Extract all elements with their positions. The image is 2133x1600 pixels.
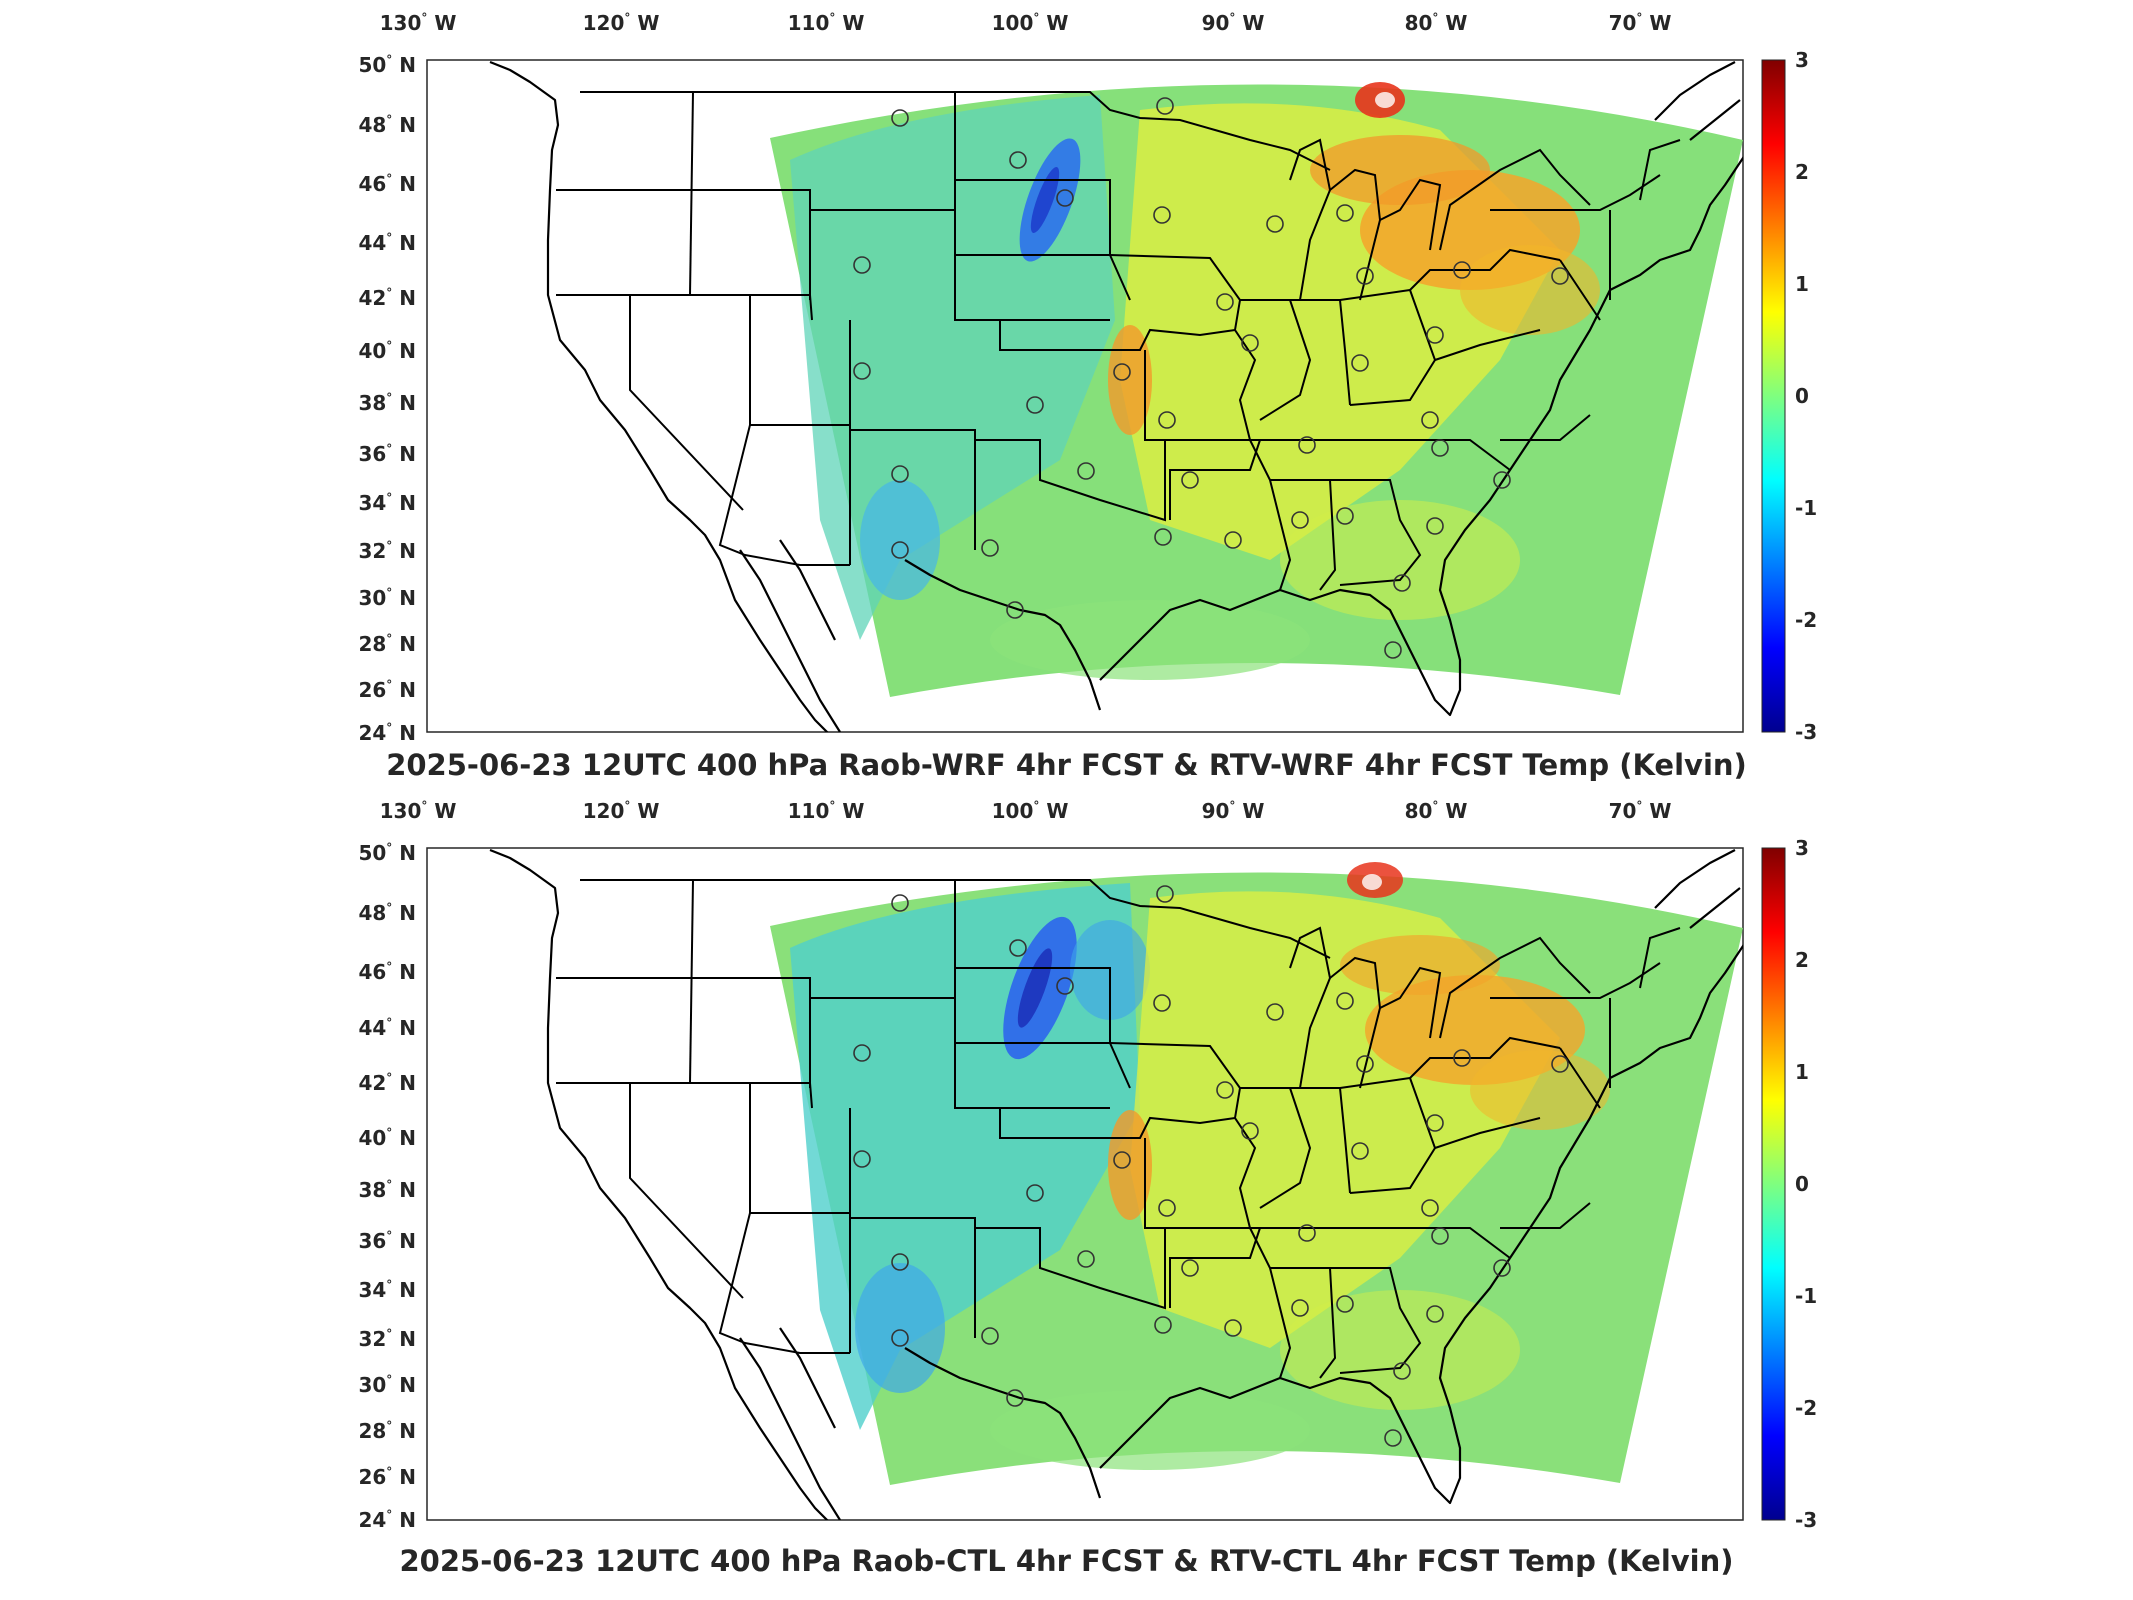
colorbar-tick: 0 <box>1795 1172 1809 1196</box>
colorbar-tick: -2 <box>1795 608 1817 632</box>
lat-label: 48° N <box>358 901 416 925</box>
lat-label: 46° N <box>358 172 416 196</box>
colorbar-tick: 2 <box>1795 160 1809 184</box>
colorbar-tick: 0 <box>1795 384 1809 408</box>
raob-stations <box>853 97 1569 659</box>
lat-label: 42° N <box>358 286 416 310</box>
latitude-labels: 50° N 48° N 46° N 44° N 42° N 40° N 38° … <box>358 841 416 1532</box>
colorbar-ticks: 3 2 1 0 -1 -2 -3 <box>1795 48 1817 744</box>
lat-label: 36° N <box>358 442 416 466</box>
lat-label: 42° N <box>358 1071 416 1095</box>
lat-label: 26° N <box>358 678 416 702</box>
lat-label: 36° N <box>358 1229 416 1253</box>
lat-label: 24° N <box>358 1508 416 1532</box>
lat-label: 28° N <box>358 1419 416 1443</box>
colorbar-tick: 1 <box>1795 272 1809 296</box>
longitude-labels: 130° W 120° W 110° W 100° W 90° W 80° W … <box>380 799 1672 823</box>
panel-title: 2025-06-23 12UTC 400 hPa Raob-CTL 4hr FC… <box>399 1544 1734 1578</box>
lon-label: 100° W <box>992 799 1069 823</box>
lon-label: 70° W <box>1609 799 1672 823</box>
lon-label: 80° W <box>1405 799 1468 823</box>
colorbar-tick: 1 <box>1795 1060 1809 1084</box>
lat-label: 38° N <box>358 391 416 415</box>
colorbar-tick: -3 <box>1795 1508 1817 1532</box>
lat-label: 30° N <box>358 586 416 610</box>
lon-label: 90° W <box>1202 11 1265 35</box>
lon-label: 80° W <box>1405 11 1468 35</box>
colorbar-tick: -1 <box>1795 496 1817 520</box>
coastlines <box>489 848 1743 1520</box>
map-panel-top: 130° W 120° W 110° W 100° W 90° W 80° W … <box>358 11 1817 782</box>
lat-label: 40° N <box>358 1126 416 1150</box>
lat-label: 24° N <box>358 721 416 745</box>
lat-label: 28° N <box>358 632 416 656</box>
lon-label: 100° W <box>992 11 1069 35</box>
longitude-labels: 130° W 120° W 110° W 100° W 90° W 80° W … <box>380 11 1672 35</box>
colorbar-ticks: 3 2 1 0 -1 -2 -3 <box>1795 836 1817 1532</box>
lat-label: 32° N <box>358 1327 416 1351</box>
colorbar-tick: -3 <box>1795 720 1817 744</box>
panel-title: 2025-06-23 12UTC 400 hPa Raob-WRF 4hr FC… <box>386 748 1747 782</box>
colorbar-tick: -1 <box>1795 1284 1817 1308</box>
lon-label: 130° W <box>380 799 457 823</box>
lat-label: 34° N <box>358 1278 416 1302</box>
lon-label: 110° W <box>788 11 865 35</box>
lon-label: 130° W <box>380 11 457 35</box>
lat-label: 44° N <box>358 231 416 255</box>
map-panel-bottom: 130° W 120° W 110° W 100° W 90° W 80° W … <box>0 790 2133 1590</box>
colorbar-tick: 2 <box>1795 948 1809 972</box>
lat-label: 50° N <box>358 53 416 77</box>
coastlines <box>489 60 1743 732</box>
lat-label: 50° N <box>358 841 416 865</box>
lat-label: 26° N <box>358 1465 416 1489</box>
lon-label: 90° W <box>1202 799 1265 823</box>
latitude-labels: 50° N 48° N 46° N 44° N 42° N 40° N 38° … <box>358 53 416 745</box>
lat-label: 48° N <box>358 113 416 137</box>
lat-label: 32° N <box>358 539 416 563</box>
colorbar <box>1761 847 1786 1521</box>
lon-label: 110° W <box>788 799 865 823</box>
state-borders <box>556 91 1681 591</box>
lat-label: 46° N <box>358 960 416 984</box>
lat-label: 40° N <box>358 339 416 363</box>
lat-label: 38° N <box>358 1178 416 1202</box>
data-field <box>489 848 1743 1520</box>
state-borders <box>556 879 1681 1379</box>
colorbar <box>1761 59 1786 733</box>
colorbar-tick: 3 <box>1795 48 1809 72</box>
raob-stations <box>853 885 1569 1447</box>
lat-label: 30° N <box>358 1373 416 1397</box>
colorbar-tick: 3 <box>1795 836 1809 860</box>
colorbar-tick: -2 <box>1795 1396 1817 1420</box>
lon-label: 70° W <box>1609 11 1672 35</box>
lon-label: 120° W <box>583 799 660 823</box>
lat-label: 44° N <box>358 1016 416 1040</box>
data-field <box>489 60 1743 732</box>
lon-label: 120° W <box>583 11 660 35</box>
lat-label: 34° N <box>358 491 416 515</box>
